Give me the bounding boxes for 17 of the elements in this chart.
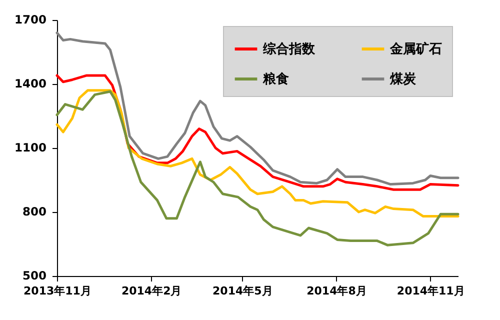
x-tick-label: 2013年11月	[24, 284, 92, 298]
legend-label: 煤炭	[389, 72, 417, 87]
y-tick-label: 1100	[14, 140, 46, 154]
y-tick-label: 1700	[14, 12, 46, 26]
x-tick-label: 2014年8月	[306, 284, 367, 298]
legend-label: 金属矿石	[389, 41, 442, 57]
x-tick-label: 2014年11月	[396, 284, 465, 298]
x-tick-label: 2014年2月	[121, 284, 182, 298]
y-tick-label: 1400	[14, 76, 46, 90]
legend-label: 综合指数	[262, 41, 316, 57]
y-tick-label: 800	[22, 204, 46, 218]
x-tick-label: 2014年5月	[212, 284, 273, 298]
line-series	[56, 32, 460, 186]
line-series	[56, 90, 460, 246]
line-series	[56, 89, 460, 218]
legend-label: 粮食	[262, 71, 289, 87]
y-tick-label: 500	[22, 268, 46, 282]
